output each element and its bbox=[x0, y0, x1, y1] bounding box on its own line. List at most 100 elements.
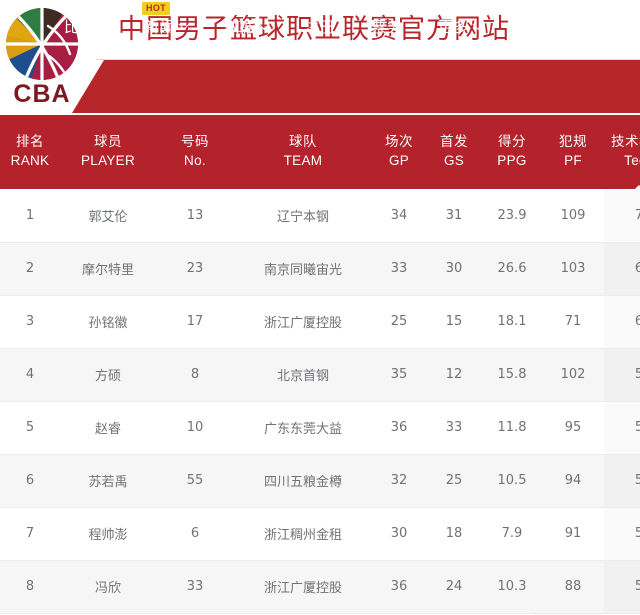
cell-player[interactable]: 赵睿 bbox=[60, 401, 156, 455]
cell-player[interactable]: 苏若禹 bbox=[60, 454, 156, 508]
column-header-tech[interactable]: 技术犯规 Tech bbox=[604, 115, 640, 190]
cell-gs: 33 bbox=[426, 401, 482, 455]
cell-team[interactable]: 南京同曦宙光 bbox=[234, 242, 372, 296]
column-header-gp[interactable]: 场次 GP bbox=[372, 115, 426, 189]
cell-gs: 15 bbox=[426, 295, 482, 349]
cell-tech: 5 bbox=[604, 454, 640, 508]
table-row[interactable]: 8 冯欣 33 浙江广厦控股 36 24 10.3 88 5 bbox=[0, 560, 640, 614]
cell-pf: 71 bbox=[542, 295, 604, 349]
site-title: 中国男子篮球职业联赛官方网站 bbox=[118, 14, 510, 45]
cell-player[interactable]: 冯欣 bbox=[60, 560, 156, 614]
nav-item-data[interactable]: 数据 bbox=[206, 0, 286, 53]
nav-item-more[interactable]: 更多 bbox=[420, 0, 500, 53]
nav-item-list: 比赛 HOT 新闻 数据 注册 票务 更多 bbox=[46, 0, 500, 53]
cell-player[interactable]: 摩尔特里 bbox=[60, 242, 156, 296]
cell-number: 23 bbox=[156, 242, 234, 296]
cell-ppg: 15.8 bbox=[482, 348, 542, 402]
table-row[interactable]: 1 郭艾伦 13 辽宁本钢 34 31 23.9 109 7 bbox=[0, 189, 640, 243]
column-header-en: TEAM bbox=[283, 153, 323, 168]
cell-player[interactable]: 郭艾伦 bbox=[60, 189, 156, 243]
column-header-en: PPG bbox=[497, 153, 527, 168]
cell-ppg: 18.1 bbox=[482, 295, 542, 349]
column-header-en: No. bbox=[184, 153, 206, 168]
hot-badge: HOT bbox=[142, 2, 170, 15]
cell-team[interactable]: 四川五粮金樽 bbox=[234, 454, 372, 508]
column-header-en: PLAYER bbox=[80, 153, 136, 168]
table-row[interactable]: 7 程帅澎 6 浙江稠州金租 30 18 7.9 91 5 bbox=[0, 507, 640, 561]
nav-item-tickets[interactable]: 票务 bbox=[353, 0, 420, 53]
column-header-cn: 得分 bbox=[498, 134, 526, 151]
cell-gs: 30 bbox=[426, 242, 482, 296]
cell-gp: 33 bbox=[372, 242, 426, 296]
cell-rank: 8 bbox=[0, 560, 60, 614]
chevron-down-icon bbox=[98, 18, 110, 30]
cell-number: 55 bbox=[156, 454, 234, 508]
cell-player[interactable]: 孙铭徽 bbox=[60, 295, 156, 349]
cell-pf: 95 bbox=[542, 401, 604, 455]
cell-team[interactable]: 北京首钢 bbox=[234, 348, 372, 402]
nav-item-label: 更多 bbox=[438, 18, 470, 36]
column-header-gs[interactable]: 首发 GS bbox=[426, 115, 482, 189]
table-row[interactable]: 3 孙铭徽 17 浙江广厦控股 25 15 18.1 71 6 bbox=[0, 295, 640, 349]
cell-player[interactable]: 方硕 bbox=[60, 348, 156, 402]
nav-item-register[interactable]: 注册 bbox=[286, 0, 353, 53]
column-header-pf[interactable]: 犯规 PF bbox=[542, 115, 604, 189]
cell-ppg: 26.6 bbox=[482, 242, 542, 296]
site-header: CBA 中国男子篮球职业联赛官方网站 比赛 HOT 新闻 数据 注册 票务 更多 bbox=[0, 0, 640, 115]
chevron-down-icon bbox=[178, 18, 190, 30]
cell-gs: 31 bbox=[426, 189, 482, 243]
table-head: 排名 RANK 球员 PLAYER 号码 No. bbox=[0, 115, 640, 190]
cell-tech: 7 bbox=[604, 189, 640, 243]
nav-item-label: 数据 bbox=[224, 18, 256, 36]
cell-rank: 3 bbox=[0, 295, 60, 349]
column-header-cn: 首发 bbox=[440, 134, 468, 151]
header-divider bbox=[96, 59, 640, 60]
column-header-player[interactable]: 球员 PLAYER bbox=[60, 115, 156, 189]
column-header-en: GP bbox=[388, 153, 410, 168]
cell-number: 13 bbox=[156, 189, 234, 243]
cell-team[interactable]: 浙江广厦控股 bbox=[234, 295, 372, 349]
column-header-cn: 排名 bbox=[16, 134, 44, 151]
table-row[interactable]: 6 苏若禹 55 四川五粮金樽 32 25 10.5 94 5 bbox=[0, 454, 640, 508]
cell-gs: 12 bbox=[426, 348, 482, 402]
cell-tech: 5 bbox=[604, 560, 640, 614]
table-body: 1 郭艾伦 13 辽宁本钢 34 31 23.9 109 7 2 摩尔特里 23… bbox=[0, 189, 640, 614]
cell-tech: 6 bbox=[604, 242, 640, 296]
table-row[interactable]: 2 摩尔特里 23 南京同曦宙光 33 30 26.6 103 6 bbox=[0, 242, 640, 296]
column-header-en: PF bbox=[564, 153, 582, 168]
cell-gs: 18 bbox=[426, 507, 482, 561]
table-row[interactable]: 5 赵睿 10 广东东莞大益 36 33 11.8 95 5 bbox=[0, 401, 640, 455]
cell-ppg: 7.9 bbox=[482, 507, 542, 561]
cell-gp: 36 bbox=[372, 560, 426, 614]
cell-tech: 5 bbox=[604, 401, 640, 455]
cell-pf: 88 bbox=[542, 560, 604, 614]
cell-team[interactable]: 浙江广厦控股 bbox=[234, 560, 372, 614]
column-header-team[interactable]: 球队 TEAM bbox=[234, 115, 372, 189]
column-header-cn: 球队 bbox=[289, 134, 317, 151]
cell-pf: 91 bbox=[542, 507, 604, 561]
cell-rank: 4 bbox=[0, 348, 60, 402]
cell-rank: 5 bbox=[0, 401, 60, 455]
cell-rank: 7 bbox=[0, 507, 60, 561]
cell-number: 10 bbox=[156, 401, 234, 455]
cell-player[interactable]: 程帅澎 bbox=[60, 507, 156, 561]
column-header-en: Tech bbox=[624, 153, 640, 168]
cell-gp: 32 bbox=[372, 454, 426, 508]
player-stats-table: 排名 RANK 球员 PLAYER 号码 No. bbox=[0, 115, 640, 614]
nav-item-games[interactable]: 比赛 bbox=[46, 0, 126, 53]
nav-item-news[interactable]: HOT 新闻 bbox=[126, 0, 206, 53]
column-header-number[interactable]: 号码 No. bbox=[156, 115, 234, 189]
column-header-cn: 犯规 bbox=[559, 134, 587, 151]
column-header-rank[interactable]: 排名 RANK bbox=[0, 115, 60, 189]
column-header-cn: 球员 bbox=[94, 134, 122, 151]
cell-number: 6 bbox=[156, 507, 234, 561]
column-header-ppg[interactable]: 得分 PPG bbox=[482, 115, 542, 189]
cell-gp: 36 bbox=[372, 401, 426, 455]
cell-team[interactable]: 广东东莞大益 bbox=[234, 401, 372, 455]
main-navigation bbox=[72, 60, 640, 113]
cell-gs: 24 bbox=[426, 560, 482, 614]
cell-team[interactable]: 浙江稠州金租 bbox=[234, 507, 372, 561]
cell-team[interactable]: 辽宁本钢 bbox=[234, 189, 372, 243]
table-row[interactable]: 4 方硕 8 北京首钢 35 12 15.8 102 5 bbox=[0, 348, 640, 402]
cba-logo[interactable]: CBA bbox=[2, 2, 82, 112]
